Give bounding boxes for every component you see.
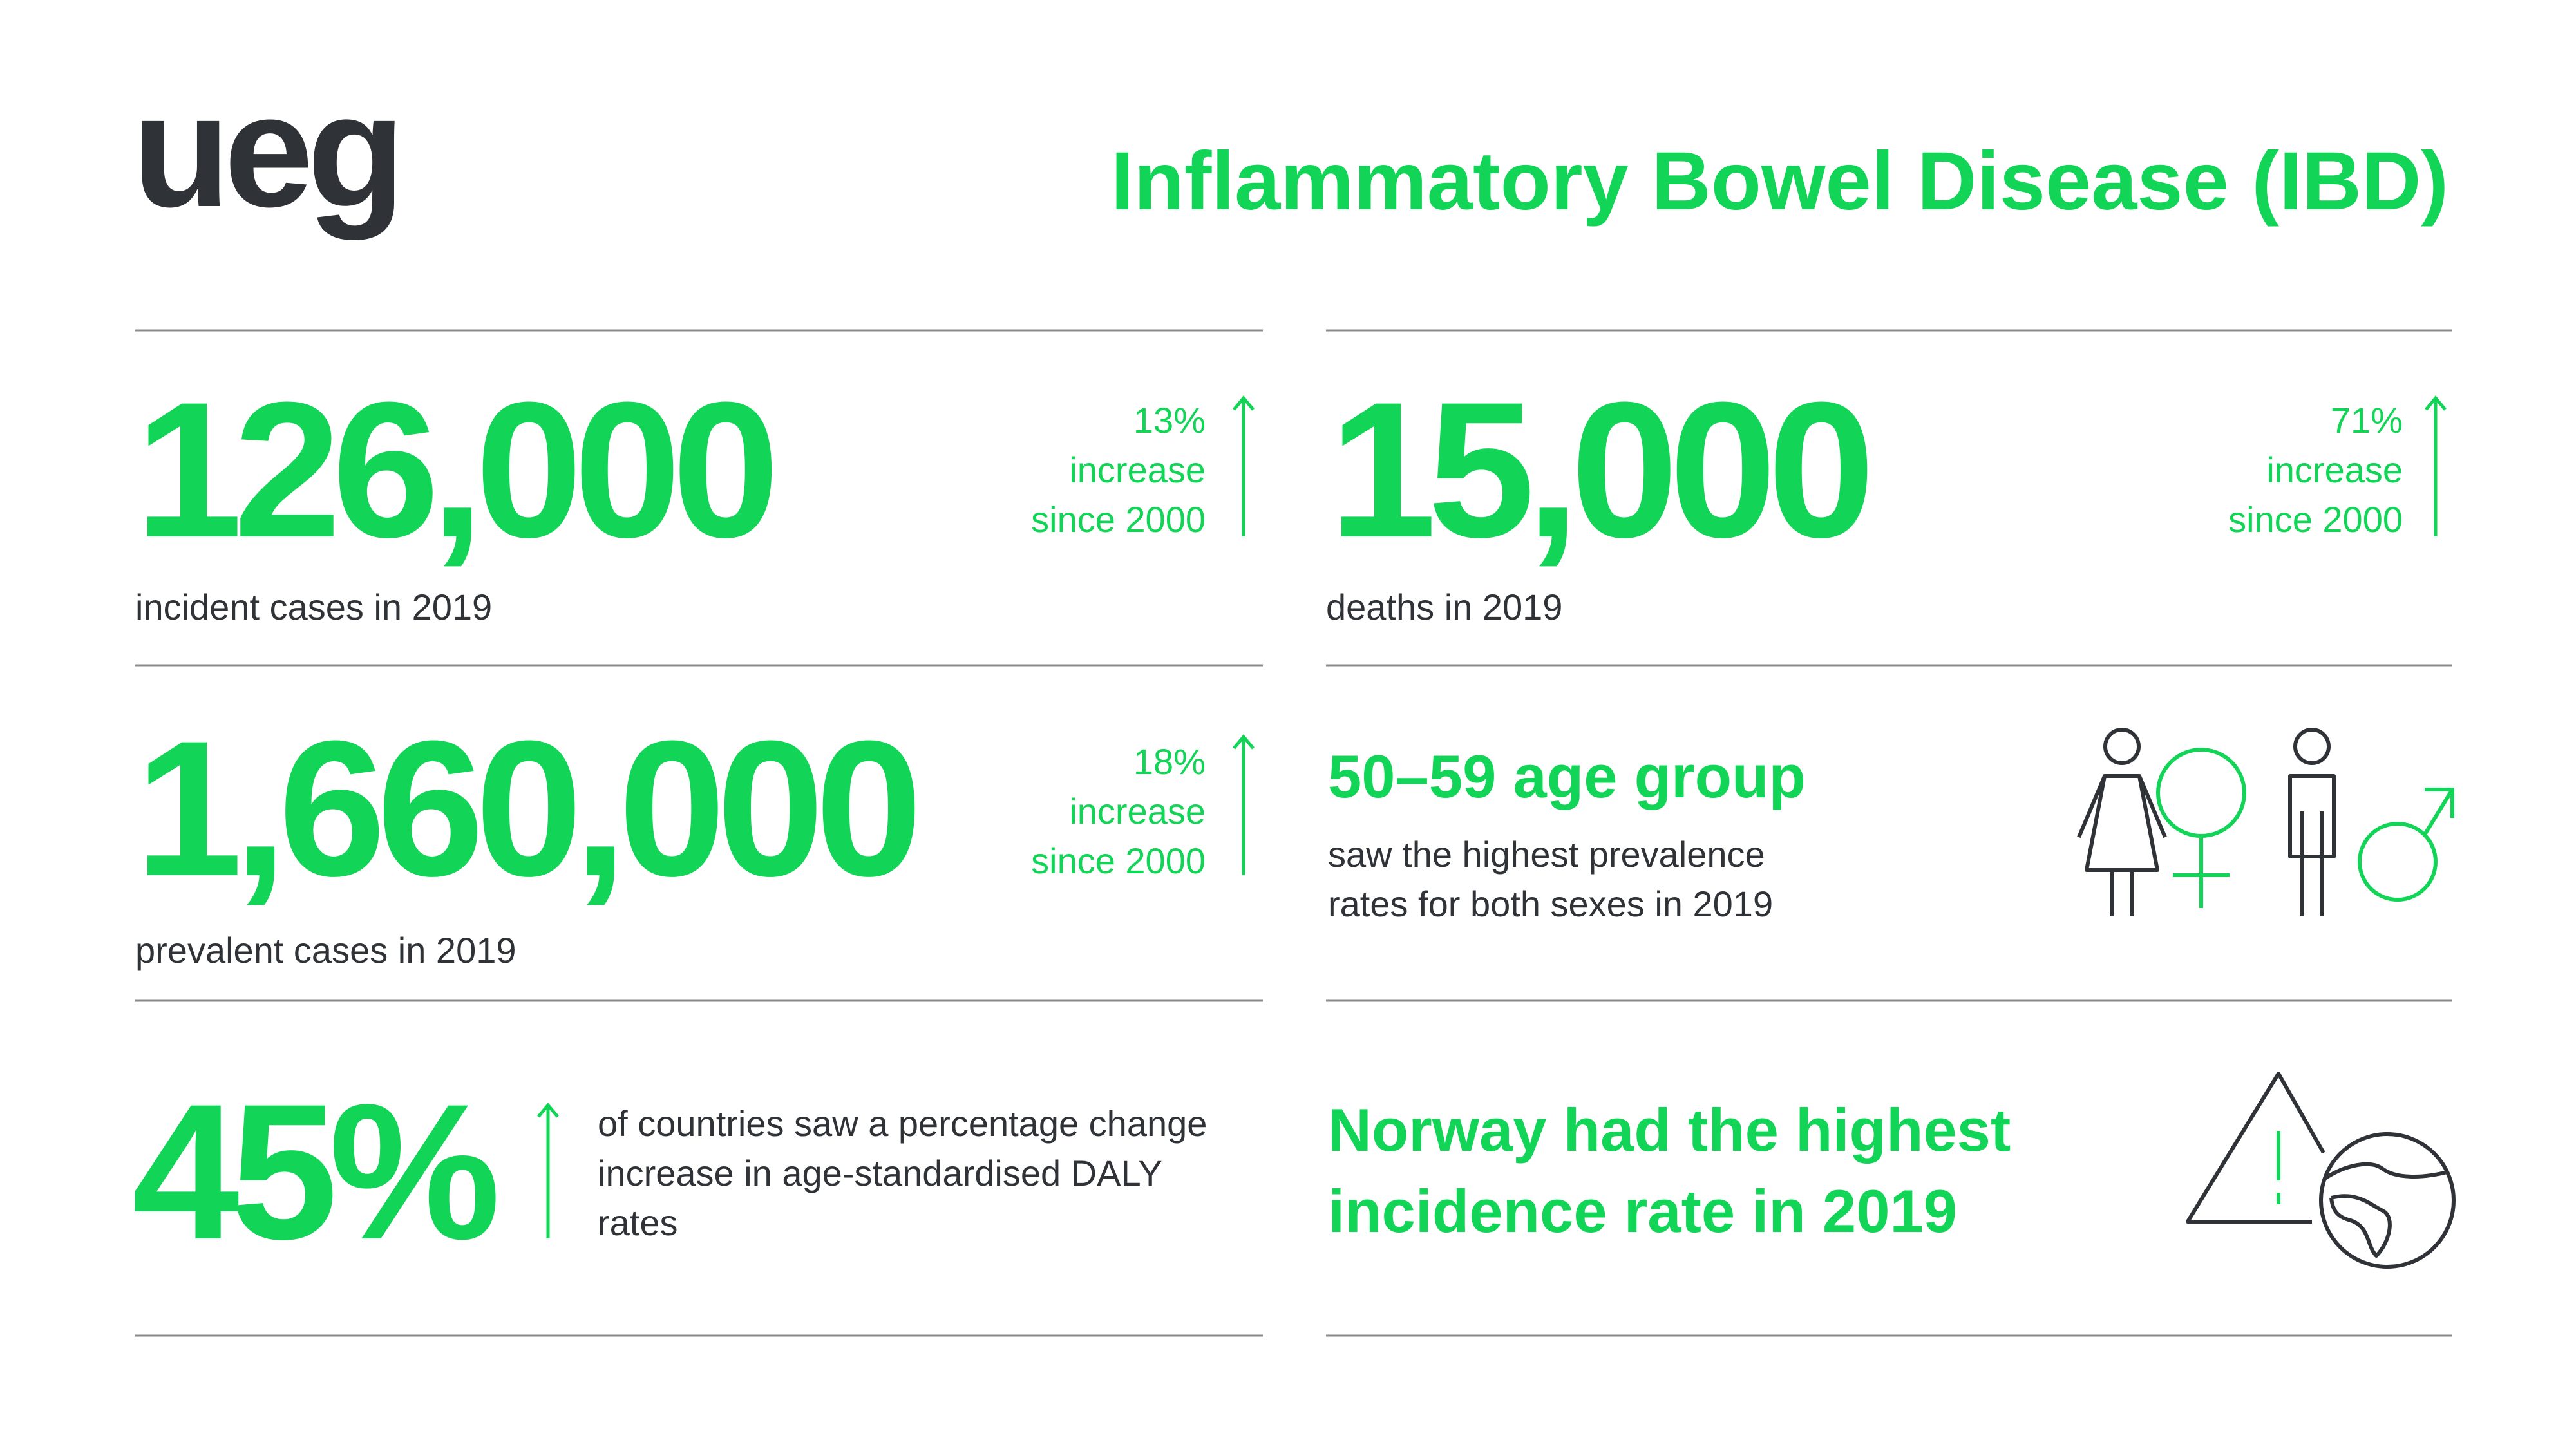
- change: 13%: [1133, 400, 1206, 440]
- stat-value: 1,660,000: [135, 700, 914, 916]
- age-text: saw the highest prevalence: [1328, 834, 1765, 875]
- warning-globe-icon: [2186, 1072, 2456, 1269]
- change: increase: [2266, 450, 2403, 490]
- change: 71%: [2331, 400, 2403, 440]
- arrow: [1233, 395, 1255, 536]
- logo: ueg: [132, 61, 399, 240]
- daly-text: increase in age-standardised DALY: [598, 1153, 1162, 1193]
- arrow: [2425, 395, 2447, 536]
- sex-icons: [2077, 728, 2454, 916]
- stat-caption: deaths in 2019: [1326, 587, 1562, 627]
- change: increase: [1069, 791, 1206, 831]
- change: since 2000: [1031, 499, 1206, 540]
- rules: [135, 329, 2452, 1337]
- change: since 2000: [2228, 499, 2403, 540]
- daly-text: of countries saw a percentage change: [598, 1103, 1207, 1144]
- daly-value: 45%: [132, 1063, 498, 1280]
- arrow: [537, 1103, 559, 1238]
- stat-value: 15,000: [1329, 361, 1867, 578]
- change: increase: [1069, 450, 1206, 490]
- country-text: incidence rate in 2019: [1328, 1177, 1957, 1245]
- age-text: rates for both sexes in 2019: [1328, 884, 1773, 924]
- stat-caption: incident cases in 2019: [135, 587, 492, 627]
- change: 18%: [1133, 741, 1206, 782]
- change: since 2000: [1031, 840, 1206, 881]
- title: Inflammatory Bowel Disease (IBD): [1111, 135, 2448, 227]
- country-text: Norway had the highest: [1328, 1096, 2011, 1164]
- arrow: [1233, 734, 1255, 875]
- stat-caption: prevalent cases in 2019: [135, 930, 516, 971]
- stat-value: 126,000: [135, 361, 772, 578]
- daly-text: rates: [598, 1202, 678, 1243]
- age-title: 50–59 age group: [1328, 743, 1806, 810]
